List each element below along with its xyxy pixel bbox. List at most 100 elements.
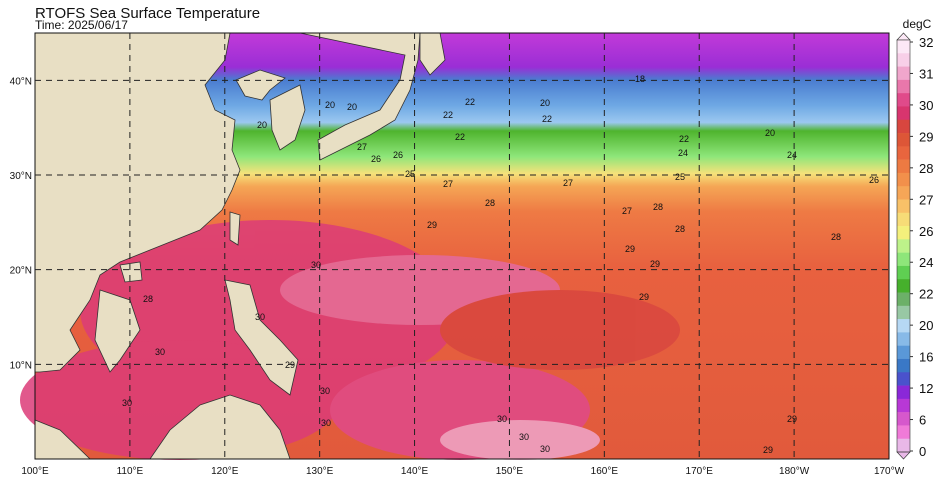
- colorbar-segment: [897, 305, 910, 320]
- colorbar-segment: [897, 199, 910, 214]
- contour-label: 26: [393, 150, 403, 160]
- colorbar-tick-label: 0: [919, 444, 926, 459]
- colorbar-segment: [897, 398, 910, 413]
- x-tick-label: 100°E: [21, 466, 49, 477]
- contour-label: 30: [255, 312, 265, 322]
- colorbar-segment: [897, 106, 910, 121]
- contour-label: 20: [540, 98, 550, 108]
- contour-label: 22: [679, 134, 689, 144]
- contour-label: 29: [285, 360, 295, 370]
- x-tick-label: 140°E: [401, 466, 429, 477]
- colorbar-tick-label: 32: [919, 35, 933, 50]
- contour-label: 30: [320, 386, 330, 396]
- contour-label: 24: [787, 150, 797, 160]
- colorbar-segment: [897, 66, 910, 81]
- colorbar-segment: [897, 79, 910, 94]
- x-tick-label: 180°W: [779, 466, 810, 477]
- colorbar-segment: [897, 133, 910, 147]
- contour-label: 30: [311, 260, 321, 270]
- contour-label: 28: [485, 198, 495, 208]
- colorbar-segment: [897, 345, 910, 360]
- colorbar-segment: [897, 319, 910, 333]
- contour-label: 28: [831, 232, 841, 242]
- contour-label: 30: [122, 398, 132, 408]
- contour-label: 18: [635, 74, 645, 84]
- colorbar-segment: [897, 159, 910, 174]
- colorbar-bottom-cap: [896, 451, 911, 460]
- contour-label: 30: [321, 418, 331, 428]
- colorbar-top-cap: [896, 32, 911, 41]
- graticule: 100°E 110°E 120°E 130°E 140°E 150°E 160°E 170°E…: [10, 33, 905, 477]
- colorbar-unit: degC: [903, 17, 932, 31]
- y-tick-label: 10°N: [10, 360, 32, 371]
- contour-label: 20: [257, 120, 267, 130]
- contour-label: 30: [497, 414, 507, 424]
- contour-label: 26: [869, 175, 879, 185]
- y-tick-label: 20°N: [10, 266, 32, 277]
- colorbar-segment: [897, 372, 910, 386]
- land: [34, 32, 446, 460]
- contour-label: 29: [763, 445, 773, 455]
- colorbar-segment: [897, 146, 910, 160]
- contour-label: 28: [143, 294, 153, 304]
- colorbar-tick-label: 16: [919, 350, 933, 365]
- colorbar-segment: [897, 239, 910, 253]
- warm-pool: [20, 220, 680, 460]
- colorbar-tick-label: 22: [919, 287, 933, 302]
- colorbar-segment: [897, 332, 910, 346]
- colorbar-segment: [897, 226, 910, 240]
- colorbar-segment: [897, 252, 910, 267]
- colorbar-segment: [897, 292, 910, 307]
- colorbar-segment: [897, 425, 910, 440]
- y-tick-label: 40°N: [10, 76, 32, 87]
- colorbar-tick-label: 28: [919, 161, 933, 176]
- x-tick-label: 160°E: [591, 466, 619, 477]
- y-tick-label: 30°N: [10, 171, 32, 182]
- contour-label: 25: [675, 172, 685, 182]
- colorbar-segment: [897, 212, 910, 227]
- map-time: Time: 2025/06/17: [35, 18, 128, 32]
- colorbar-tick-label: 27: [919, 192, 933, 207]
- colorbar-frame: [896, 39, 911, 453]
- colorbar-tick-label: 12: [919, 381, 933, 396]
- x-tick-label: 170°W: [874, 466, 905, 477]
- colorbar-segment: [897, 172, 910, 187]
- contour-label: 27: [443, 179, 453, 189]
- colorbar-segment: [897, 358, 910, 373]
- contour-label: 25: [405, 169, 415, 179]
- colorbar-segment: [897, 53, 910, 67]
- x-tick-label: 150°E: [496, 466, 524, 477]
- colorbar-segment: [897, 119, 910, 134]
- colorbar-segment: [897, 186, 910, 200]
- contour-label: 22: [542, 114, 552, 124]
- contour-label: 29: [650, 259, 660, 269]
- contour-label: 29: [787, 414, 797, 424]
- colorbar: degC 32 31 30 29 28 27 26 24 22 20 16 12 6 0: [896, 17, 933, 460]
- x-tick-label: 110°E: [117, 466, 144, 477]
- contour-label: 29: [639, 292, 649, 302]
- contour-label: 29: [427, 220, 437, 230]
- contour-label: 28: [653, 202, 663, 212]
- x-tick-label: 120°E: [211, 466, 239, 477]
- contour-label: 30: [540, 444, 550, 454]
- colorbar-tick-label: 20: [919, 318, 933, 333]
- contour-label: 27: [622, 206, 632, 216]
- colorbar-tick-label: 30: [919, 98, 933, 113]
- contour-label: 20: [347, 102, 357, 112]
- contour-label: 22: [465, 97, 475, 107]
- map-title: RTOFS Sea Surface Temperature: [35, 5, 260, 22]
- colorbar-segment: [897, 438, 910, 453]
- x-tick-label: 130°E: [306, 466, 334, 477]
- colorbar-segment: [897, 93, 910, 107]
- colorbar-tick-label: 29: [919, 129, 933, 144]
- colorbar-segment: [897, 412, 910, 426]
- contour-label: 22: [443, 110, 453, 120]
- contour-label: 22: [455, 132, 465, 142]
- colorbar-segment: [897, 40, 910, 54]
- contour-label: 30: [519, 432, 529, 442]
- contour-label: 29: [625, 244, 635, 254]
- contour-label: 20: [325, 100, 335, 110]
- colorbar-segment: [897, 279, 910, 293]
